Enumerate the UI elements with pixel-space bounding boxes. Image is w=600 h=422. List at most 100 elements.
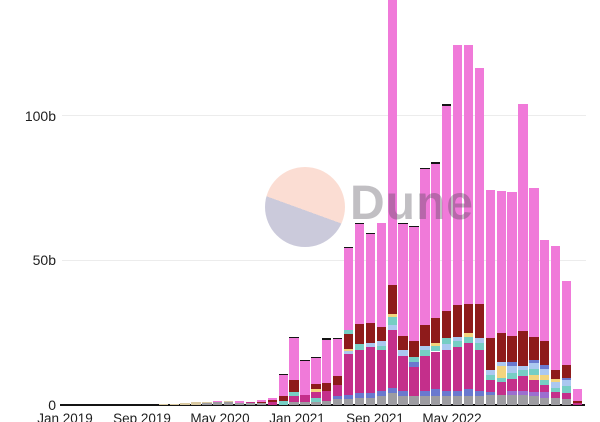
bar-segment-blue [398,390,408,397]
stacked-bar [311,357,321,405]
bar-segment-gray [322,400,332,405]
bar-segment-pink [474,68,485,304]
bar-segment-pink [289,338,299,381]
bar-segment-teal [289,391,299,397]
bar-segment-darkred [322,383,332,391]
bar-segment-teal [409,357,419,362]
bar-segment-gray [496,394,506,405]
bar-segment-magenta [485,380,495,392]
bar-segment-teal [540,380,550,385]
bar-segment-gray [409,396,419,405]
bar-segment-darkred [267,400,277,402]
stacked-bar [463,44,474,405]
bar-segment-pink [507,192,517,336]
bar-segment-pink [398,224,408,336]
bar-segment-pink [463,44,474,304]
bar-segment-darkred [278,396,288,401]
gridline-50b [62,259,586,261]
bar-segment-magenta [409,367,419,397]
bar-segment-darkred [256,401,267,404]
bar-segment-pink [409,227,419,342]
bar-segment-teal [354,344,365,351]
bar-segment-purple [529,391,539,397]
bar-segment-black [442,104,452,106]
bar-segment-black [311,357,321,359]
y-axis-label: 50b [32,252,56,269]
bar-segment-gray [365,397,376,405]
bar-segment-black [420,167,430,170]
bar-segment-pink [387,0,397,285]
bar-segment-lightblue [561,380,572,387]
bar-segment-lightblue [496,361,506,366]
stacked-bar [561,280,572,405]
bar-segment-pink [452,44,463,306]
bar-segment-magenta [354,350,365,394]
x-axis-label: May 2020 [190,411,250,422]
bar-segment-gray [507,394,517,405]
bar-segment-magenta [507,378,517,391]
bar-segment-darkred [551,370,561,379]
bar-segment-gray [202,402,212,405]
stacked-bar [518,104,528,405]
bar-segment-magenta [431,351,441,390]
bar-segment-black [300,360,310,362]
y-axis-label: 0 [48,397,56,413]
bar-segment-pink [376,222,386,327]
bar-segment-darkred [452,305,463,338]
x-axis-line [60,404,585,406]
bar-segment-teal [343,329,354,335]
bar-segment-magenta [289,396,299,403]
bar-segment-pink [267,397,277,401]
bar-segment-darkred [431,318,441,343]
stacked-bar [224,400,234,405]
bar-segment-black [354,222,365,225]
bar-segment-pink [551,245,561,371]
bar-segment-yellow [463,332,474,338]
bar-segment-gray [376,396,386,405]
bar-segment-gray [431,396,441,405]
x-axis-label: May 2022 [422,411,482,422]
bar-segment-magenta [343,354,354,395]
bar-segment-yellow [431,342,441,346]
bar-segment-pink [311,358,321,385]
bar-segment-magenta [496,381,506,395]
bar-segment-darkred [311,384,321,390]
bar-segment-darkred [376,326,386,342]
bar-segment-black [409,225,419,228]
bar-segment-pink [561,280,572,365]
bar-segment-magenta [529,380,539,392]
bar-segment-gray [256,403,267,405]
bar-segment-blue [376,390,386,397]
bar-segment-darkred [354,324,365,345]
bar-segment-magenta [376,350,386,391]
bar-segment-darkred [485,338,495,371]
bar-segment-tan [202,401,212,403]
x-axis-label: Jan 2019 [37,411,93,422]
bar-segment-darkred [409,341,419,358]
bar-segment-blue [507,361,517,366]
bar-segment-black [343,246,354,249]
bar-segment-magenta [333,384,343,397]
bar-segment-magenta [518,376,528,391]
stacked-bar [507,192,517,405]
bar-segment-teal [507,373,517,379]
bar-segment-teal [529,368,539,375]
bar-segment-pink [322,339,332,384]
bar-segment-gray [224,402,234,405]
gridline-100b [62,115,586,117]
bar-segment-purple [540,391,550,398]
bar-segment-pink [496,190,506,333]
stacked-bar [572,389,583,405]
bar-segment-blue [333,396,343,400]
bar-segment-blue [387,387,397,394]
bar-segment-blue [463,389,474,397]
bar-segment-magenta [420,355,430,391]
bar-segment-gray [485,394,495,405]
stacked-bar [169,403,179,405]
bar-segment-magenta [322,390,332,401]
bar-segment-lightblue [551,381,561,388]
bar-segment-darkred [540,341,550,365]
bar-segment-blue [540,364,550,369]
bar-segment-teal [485,374,495,381]
